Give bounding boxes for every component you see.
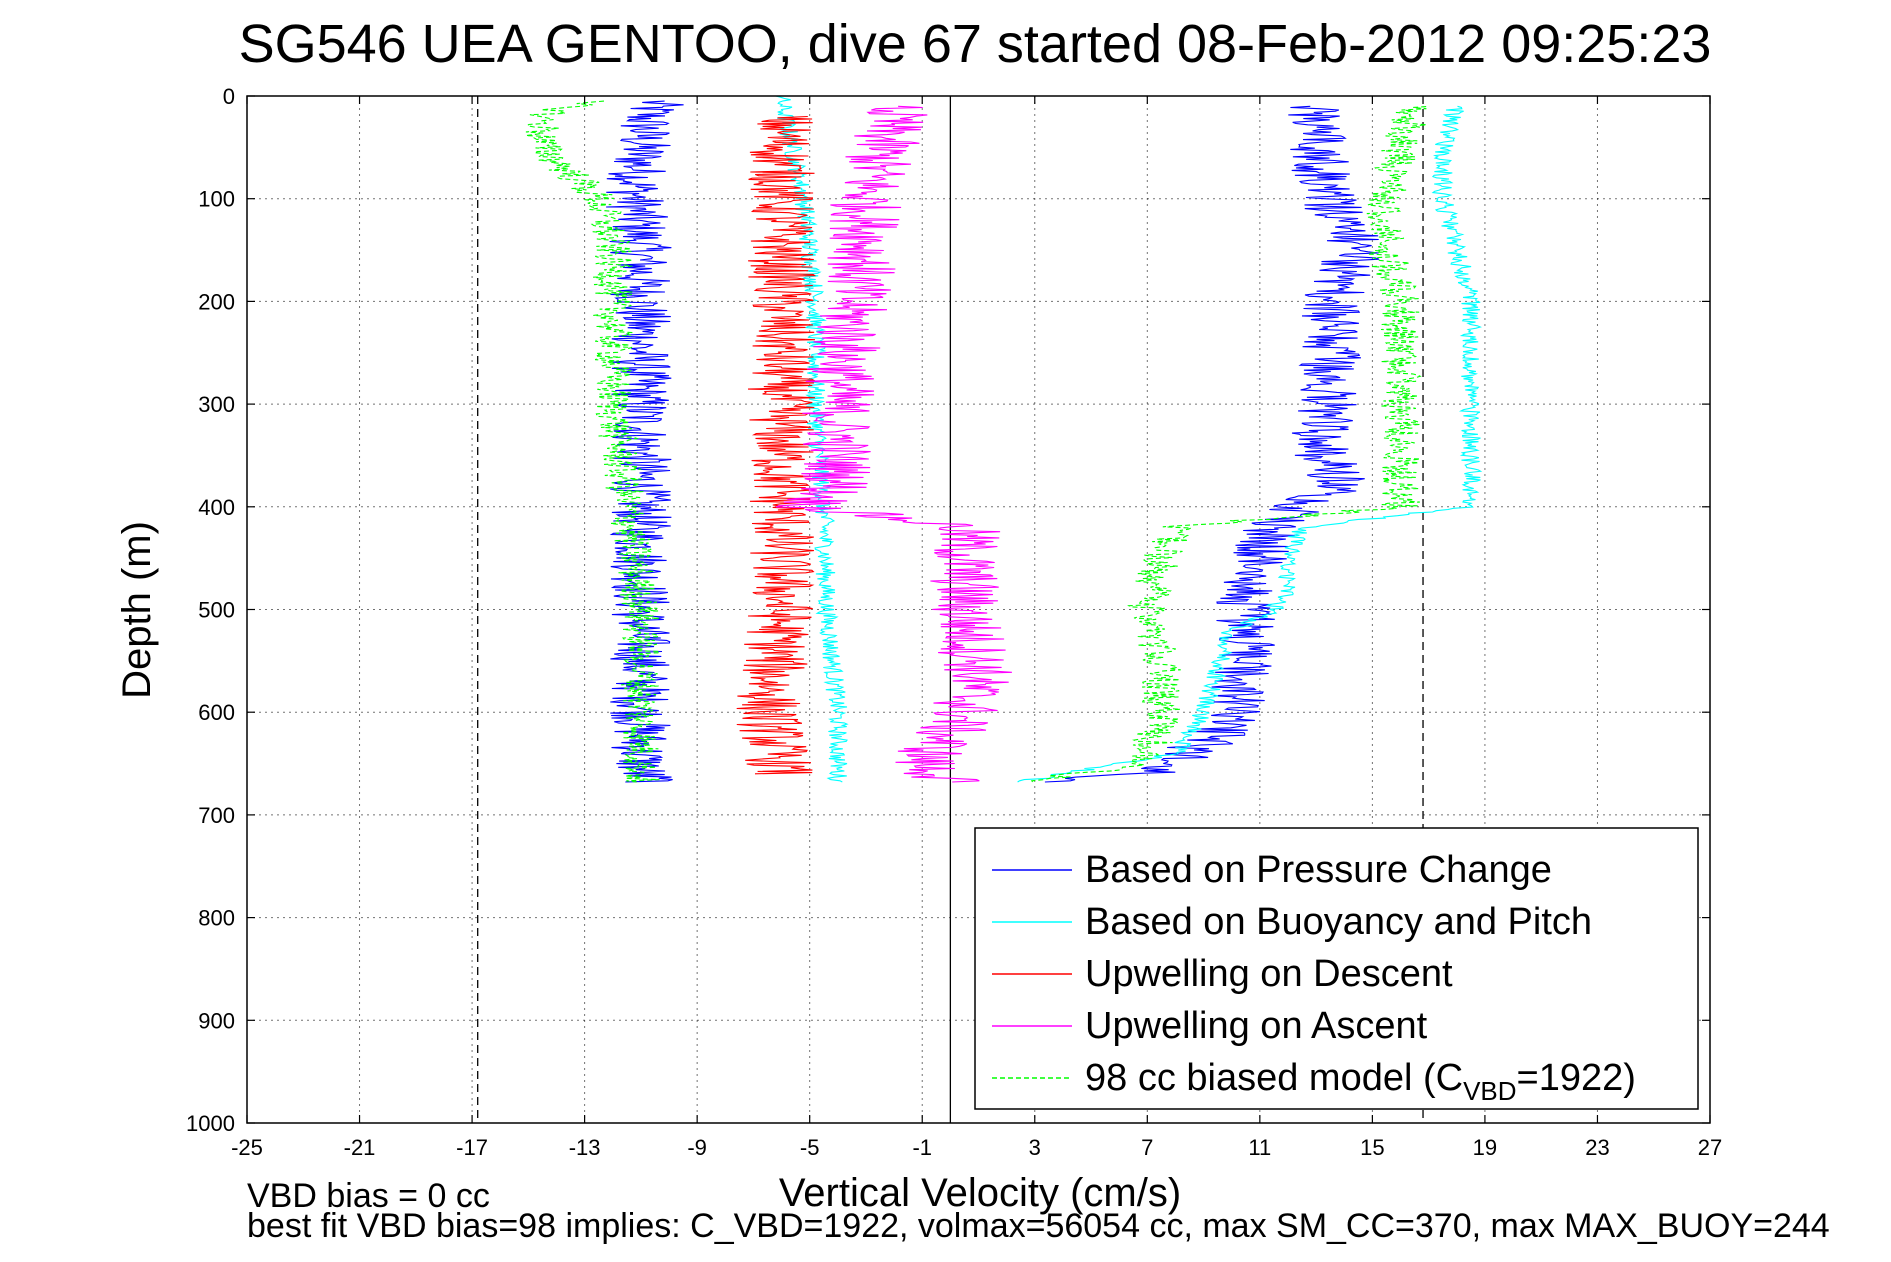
legend-label-2: Upwelling on Descent xyxy=(1085,953,1453,995)
y-tick-label: 600 xyxy=(198,700,235,725)
y-tick-label: 1000 xyxy=(186,1111,235,1136)
x-axis-ticks: -25 -21 -17 -13 -9 -5 -1 3 7 11 15 19 23 27 xyxy=(231,96,1722,1160)
x-tick-label: -13 xyxy=(569,1135,601,1160)
y-tick-label: 900 xyxy=(198,1008,235,1033)
series-line-1-0 xyxy=(775,95,849,783)
legend-label-1: Based on Buoyancy and Pitch xyxy=(1085,901,1592,943)
x-tick-label: -21 xyxy=(344,1135,376,1160)
x-tick-label: 3 xyxy=(1029,1135,1041,1160)
legend-label-3: Upwelling on Ascent xyxy=(1085,1005,1428,1047)
chart-title: SG546 UEA GENTOO, dive 67 started 08-Feb… xyxy=(239,14,1712,74)
x-tick-label: -9 xyxy=(687,1135,707,1160)
x-tick-label: 7 xyxy=(1141,1135,1153,1160)
legend-label-0: Based on Pressure Change xyxy=(1085,849,1552,891)
x-tick-label: 19 xyxy=(1473,1135,1497,1160)
x-tick-label: -25 xyxy=(231,1135,263,1160)
legend-label-4: 98 cc biased model (CVBD=1922) xyxy=(1085,1057,1636,1106)
legend-box xyxy=(974,827,1699,1110)
x-tick-label: -17 xyxy=(456,1135,488,1160)
legend-label-text: Upwelling on Descent xyxy=(1085,953,1453,995)
y-tick-label: 800 xyxy=(198,906,235,931)
x-tick-label: 27 xyxy=(1698,1135,1722,1160)
legend-label-text: Based on Pressure Change xyxy=(1085,849,1552,891)
series-4 xyxy=(525,100,1430,783)
x-tick-label: -1 xyxy=(912,1135,932,1160)
y-tick-label: 0 xyxy=(223,84,235,109)
x-axis-label: Vertical Velocity (cm/s) xyxy=(779,1171,1181,1215)
x-tick-label: 11 xyxy=(1248,1135,1271,1160)
series-line-4-0 xyxy=(525,100,662,783)
series-line-3-0 xyxy=(775,105,1012,783)
series-line-2-0 xyxy=(736,115,817,775)
series-3 xyxy=(775,105,1012,783)
y-tick-label: 700 xyxy=(198,803,235,828)
series-2 xyxy=(736,115,817,775)
y-tick-label: 100 xyxy=(198,187,235,212)
y-tick-label: 500 xyxy=(198,598,235,623)
legend-entries: Based on Pressure Change Based on Buoyanc… xyxy=(992,849,1636,1106)
y-axis-ticks: 0 100 200 300 400 500 600 700 800 900 1000 xyxy=(186,84,1710,1136)
y-axis-label: Depth (m) xyxy=(115,521,159,699)
footer-vbd-bias: VBD bias = 0 cc xyxy=(247,1177,490,1215)
legend-label-text: Upwelling on Ascent xyxy=(1085,1005,1428,1047)
x-tick-label: -5 xyxy=(800,1135,820,1160)
series-line-0-1 xyxy=(1044,105,1380,783)
y-tick-label: 300 xyxy=(198,392,235,417)
x-tick-label: 23 xyxy=(1585,1135,1609,1160)
legend-label-text: 98 cc biased model (C xyxy=(1085,1057,1463,1099)
y-tick-label: 400 xyxy=(198,495,235,520)
legend-label-subscript: VBD xyxy=(1463,1076,1516,1106)
footer-best-fit: best fit VBD bias=98 implies: C_VBD=1922… xyxy=(247,1207,1830,1245)
y-tick-label: 200 xyxy=(198,289,235,314)
series-group xyxy=(525,95,1483,783)
x-tick-label: 15 xyxy=(1360,1135,1384,1160)
legend: Based on Pressure Change Based on Buoyanc… xyxy=(974,827,1699,1110)
legend-label-suffix: =1922) xyxy=(1517,1057,1636,1099)
series-line-1-1 xyxy=(1017,105,1483,783)
legend-label-text: Based on Buoyancy and Pitch xyxy=(1085,901,1592,943)
series-1 xyxy=(775,95,1483,783)
